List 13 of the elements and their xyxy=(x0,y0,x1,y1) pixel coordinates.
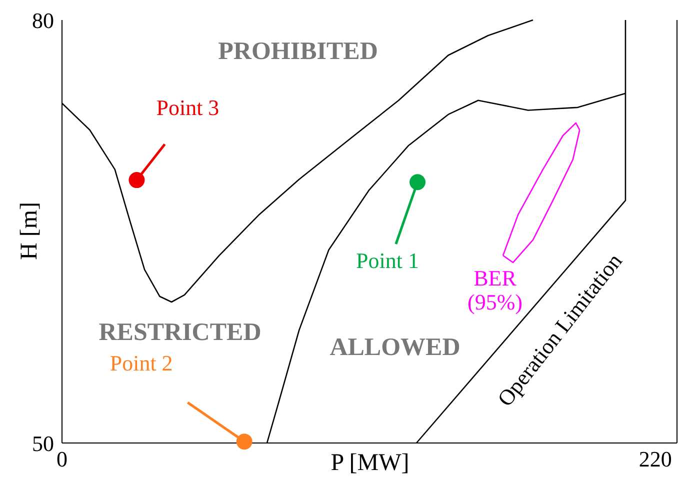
text: Point 1 xyxy=(356,248,419,274)
y-tick-label: 80 xyxy=(32,8,54,33)
text: Point 2 xyxy=(110,350,173,376)
x-axis-title: P [MW] xyxy=(330,450,410,477)
y-axis-title: H [m] xyxy=(16,202,44,260)
annotation: RESTRICTED xyxy=(98,319,262,347)
x-tick-label: 220 xyxy=(638,446,672,472)
annotation: ALLOWED xyxy=(330,334,460,362)
annotation: PROHIBITED xyxy=(218,38,378,66)
series-label: BER (95%) xyxy=(468,265,523,314)
y-tick-label: 50 xyxy=(32,430,54,456)
text: Point 3 xyxy=(156,95,220,120)
x-tick-label: 0 xyxy=(56,446,68,472)
